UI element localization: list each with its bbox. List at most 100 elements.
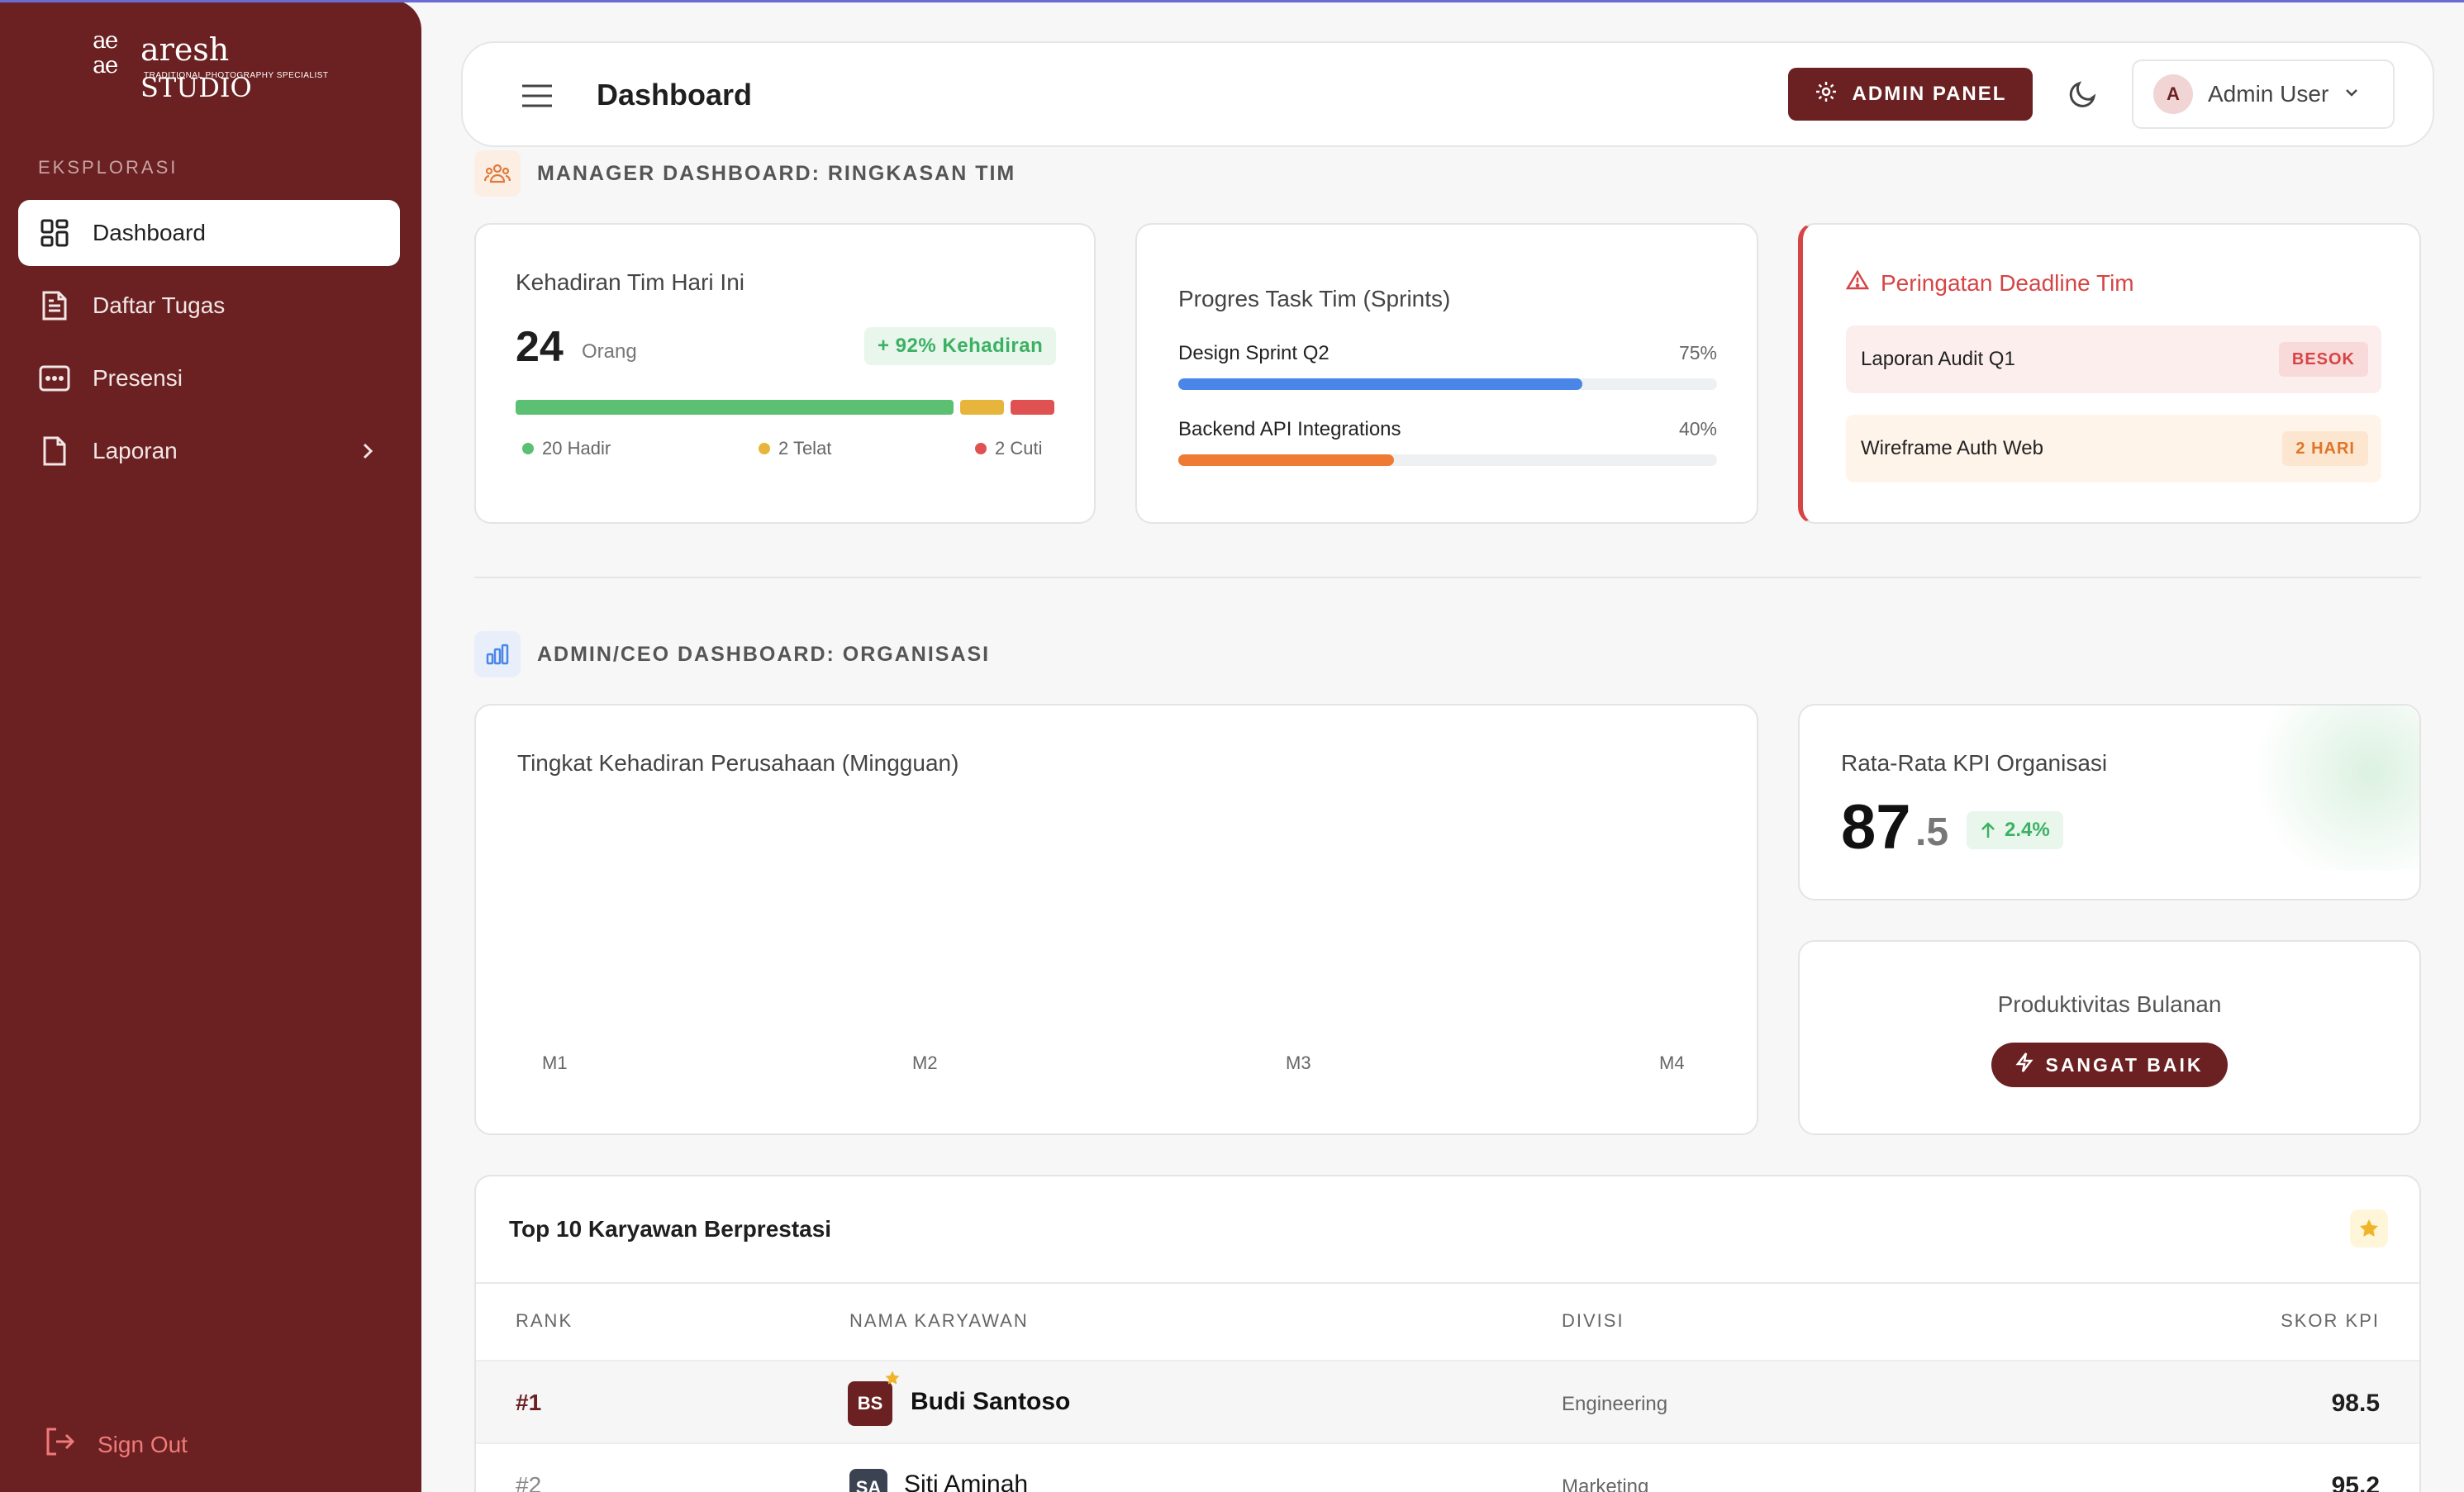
admin-panel-label: ADMIN PANEL <box>1852 83 2007 105</box>
star-icon <box>2350 1209 2388 1247</box>
menu-icon[interactable] <box>521 83 554 113</box>
top-accent-line <box>0 0 2464 2</box>
page-title: Dashboard <box>597 78 753 112</box>
top-header: Dashboard ADMIN PANEL A Admin User <box>461 41 2434 147</box>
deadline-item[interactable]: Laporan Audit Q1 BESOK <box>1846 325 2381 393</box>
sidebar-item-label: Daftar Tugas <box>93 292 226 318</box>
progress-track <box>1178 454 1717 466</box>
section-divider <box>474 577 2421 578</box>
team-icon <box>474 150 521 197</box>
attendance-unit: Orang <box>582 340 637 363</box>
card-title: Rata-Rata KPI Organisasi <box>1841 750 2108 776</box>
x-tick-label: M2 <box>912 1052 938 1073</box>
user-menu[interactable]: A Admin User <box>2132 59 2395 129</box>
chevron-down-icon <box>2343 87 2360 102</box>
kpi-change-badge: 2.4% <box>1967 811 2063 849</box>
task-percent: 40% <box>1678 418 1717 440</box>
file-icon <box>38 435 71 468</box>
task-name: Backend API Integrations <box>1178 418 1401 440</box>
kpi-value: 87 <box>1841 792 1911 862</box>
table-title: Top 10 Karyawan Berprestasi <box>509 1216 832 1242</box>
admin-section-title: ADMIN/CEO DASHBOARD: ORGANISASI <box>537 642 991 666</box>
avatar: A <box>2153 74 2193 114</box>
progress-track <box>1178 378 1717 390</box>
arrow-up-icon <box>1981 822 1995 838</box>
employee-avatar: SA <box>849 1469 887 1492</box>
x-tick-label: M3 <box>1286 1052 1311 1073</box>
productivity-status-badge: SANGAT BAIK <box>1991 1043 2228 1087</box>
table-row[interactable]: #2 SA Siti Aminah Marketing 95.2 <box>476 1442 2419 1492</box>
top-star-icon <box>884 1370 901 1390</box>
sidebar: ae ae aresh STUDIO TRADITIONAL PHOTOGRAP… <box>0 0 421 1492</box>
admin-section-header: ADMIN/CEO DASHBOARD: ORGANISASI <box>474 631 990 677</box>
progress-fill <box>1178 454 1394 466</box>
deadline-item-name: Laporan Audit Q1 <box>1861 348 2015 370</box>
team-progress-card: Progres Task Tim (Sprints) Design Sprint… <box>1135 223 1758 524</box>
column-header[interactable]: NAMA KARYAWAN <box>849 1310 1029 1331</box>
brand-logo[interactable]: ae ae aresh STUDIO TRADITIONAL PHOTOGRAP… <box>93 26 340 103</box>
chart-title: Tingkat Kehadiran Perusahaan (Mingguan) <box>517 750 959 776</box>
sidebar-item-presensi[interactable]: Presensi <box>18 345 400 411</box>
sidebar-item-dashboard[interactable]: Dashboard <box>18 200 400 266</box>
legend-telat: 2 Telat <box>759 438 831 459</box>
task-percent: 75% <box>1678 342 1717 363</box>
logout-icon <box>43 1426 76 1463</box>
red-dot-icon <box>975 443 987 454</box>
attendance-segment <box>959 400 1004 415</box>
brand-name: aresh STUDIO <box>140 31 252 103</box>
deadline-warning-card: Peringatan Deadline Tim Laporan Audit Q1… <box>1798 223 2421 524</box>
sidebar-item-label: Laporan <box>93 438 178 463</box>
column-header[interactable]: DIVISI <box>1562 1310 1624 1331</box>
user-name: Admin User <box>2208 81 2329 107</box>
deadline-item-name: Wireframe Auth Web <box>1861 437 2043 459</box>
moon-icon[interactable] <box>2066 78 2099 115</box>
lightning-icon <box>2015 1052 2034 1078</box>
sign-out-label: Sign Out <box>98 1431 188 1457</box>
brand-mark: ae ae <box>93 26 132 82</box>
bar-chart-icon <box>474 631 521 677</box>
svg-text:ae: ae <box>93 51 118 78</box>
green-dot-icon <box>522 443 534 454</box>
sign-out-button[interactable]: Sign Out <box>43 1426 188 1463</box>
gear-icon <box>1815 80 1838 109</box>
sidebar-item-laporan[interactable]: Laporan <box>18 418 400 484</box>
attendance-rate-badge: + 92% Kehadiran <box>864 327 1057 365</box>
sidebar-item-label: Dashboard <box>93 220 206 245</box>
x-tick-label: M1 <box>542 1052 568 1073</box>
table-row[interactable]: #1 BS Budi Santoso Engineering 98.5 <box>476 1360 2419 1442</box>
manager-section-title: MANAGER DASHBOARD: RINGKASAN TIM <box>537 161 1016 185</box>
legend-hadir: 20 Hadir <box>522 438 611 459</box>
column-header[interactable]: SKOR KPI <box>2281 1310 2380 1331</box>
top-employees-table-card: Top 10 Karyawan Berprestasi RANK NAMA KA… <box>474 1175 2421 1492</box>
progress-fill <box>1178 378 1582 390</box>
yellow-dot-icon <box>759 443 770 454</box>
warning-icon <box>1845 269 1870 297</box>
grid-icon <box>38 216 71 249</box>
admin-panel-button[interactable]: ADMIN PANEL <box>1788 68 2033 121</box>
kpi-score-cell: 98.5 <box>2331 1390 2380 1417</box>
monthly-productivity-card: Produktivitas Bulanan SANGAT BAIK <box>1798 940 2421 1135</box>
column-header[interactable]: RANK <box>516 1310 573 1331</box>
kpi-average-card: Rata-Rata KPI Organisasi 87 .5 2.4% <box>1798 704 2421 900</box>
sidebar-section-label: EKSPLORASI <box>38 157 178 178</box>
task-name: Design Sprint Q2 <box>1178 342 1330 364</box>
decorative-glow <box>2221 706 2419 871</box>
deadline-item[interactable]: Wireframe Auth Web 2 HARI <box>1846 415 2381 482</box>
attendance-segment <box>516 400 954 415</box>
kpi-value-decimal: .5 <box>1915 810 1949 854</box>
x-tick-label: M4 <box>1659 1052 1685 1073</box>
team-attendance-card: Kehadiran Tim Hari Ini 24 Orang + 92% Ke… <box>474 223 1096 524</box>
sidebar-item-daftar-tugas[interactable]: Daftar Tugas <box>18 273 400 339</box>
chevron-right-icon <box>360 440 375 468</box>
card-title: Kehadiran Tim Hari Ini <box>516 269 745 295</box>
legend-cuti: 2 Cuti <box>975 438 1042 459</box>
attendance-stacked-bar <box>516 400 1054 415</box>
table-header-row: RANK NAMA KARYAWAN DIVISI SKOR KPI <box>476 1282 2419 1360</box>
employee-name: Budi Santoso <box>911 1388 1071 1415</box>
division-cell: Marketing <box>1562 1475 1649 1492</box>
attendance-segment <box>1010 400 1054 415</box>
deadline-tag: 2 HARI <box>2282 431 2368 466</box>
rank-cell: #2 <box>516 1472 542 1492</box>
attendance-count: 24 <box>516 323 564 371</box>
rank-cell: #1 <box>516 1390 542 1415</box>
